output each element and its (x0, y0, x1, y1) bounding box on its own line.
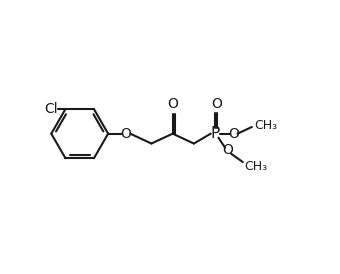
Text: Cl: Cl (44, 102, 58, 116)
Text: O: O (167, 97, 178, 111)
Text: O: O (120, 127, 131, 141)
Text: O: O (228, 127, 239, 141)
Text: CH₃: CH₃ (255, 119, 278, 132)
Text: CH₃: CH₃ (244, 159, 268, 173)
Text: O: O (222, 143, 233, 157)
Text: P: P (210, 126, 220, 141)
Text: O: O (211, 97, 222, 111)
